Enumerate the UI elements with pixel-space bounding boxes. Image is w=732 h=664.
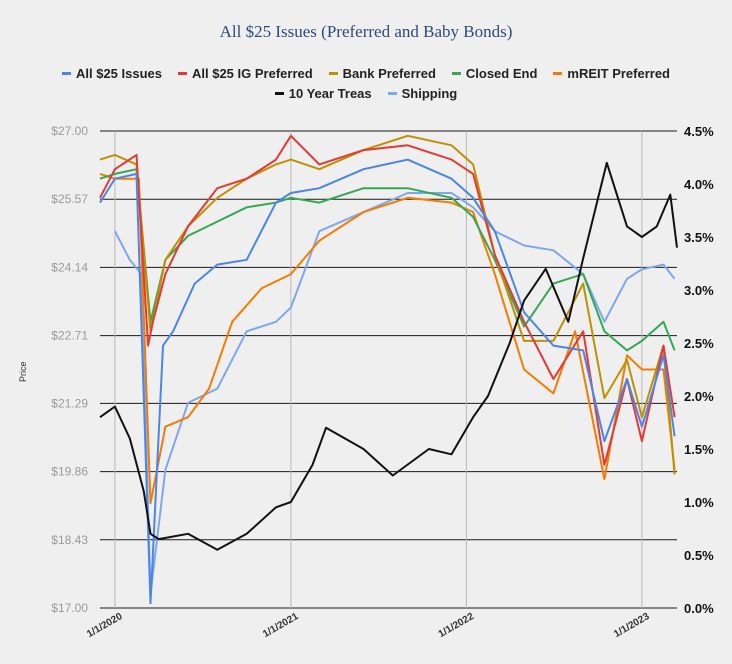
legend-swatch bbox=[274, 92, 284, 95]
legend-item: All $25 Issues bbox=[62, 66, 162, 81]
left-tick-label: $18.43 bbox=[51, 533, 88, 547]
right-tick-label: 2.0% bbox=[684, 389, 714, 404]
legend-swatch bbox=[328, 72, 338, 75]
right-tick-label: 1.0% bbox=[684, 495, 714, 510]
right-axis-ticks: 0.0% 0.5% 1.0% 1.5% 2.0% 2.5% 3.0% 3.5% 4.0% 4.5% bbox=[684, 124, 714, 616]
left-tick-label: $25.57 bbox=[51, 192, 88, 206]
series-line-shipping bbox=[114, 192, 676, 595]
right-tick-label: 1.5% bbox=[684, 442, 714, 457]
legend-label: Closed End bbox=[465, 66, 538, 81]
right-tick-label: 0.0% bbox=[684, 601, 714, 616]
right-tick-label: 2.5% bbox=[684, 336, 714, 351]
series-line-mreit-preferred bbox=[99, 172, 676, 505]
legend-swatch bbox=[387, 92, 397, 95]
right-tick-label: 4.0% bbox=[684, 177, 714, 192]
legend-item: Shipping bbox=[387, 86, 458, 101]
legend-swatch bbox=[178, 72, 187, 75]
x-axis-ticks: 1/1/2020 1/1/2021 1/1/2022 1/1/2023 bbox=[85, 611, 652, 640]
legend-label: All $25 Issues bbox=[76, 66, 162, 81]
left-tick-label: $22.71 bbox=[51, 329, 88, 343]
legend-row-1: All $25 Issues All $25 IG Preferred Bank P… bbox=[0, 66, 732, 81]
legend-item: mREIT Preferred bbox=[553, 66, 670, 81]
legend-swatch bbox=[451, 72, 461, 75]
left-tick-label: $19.86 bbox=[51, 465, 88, 479]
series-line-all-25-issues bbox=[99, 158, 676, 605]
legend-label: All $25 IG Preferred bbox=[192, 66, 313, 81]
left-tick-label: $17.00 bbox=[51, 601, 88, 615]
x-tick-label: 1/1/2020 bbox=[85, 611, 125, 640]
x-tick-label: 1/1/2023 bbox=[612, 611, 652, 640]
legend-item: 10 Year Treas bbox=[274, 86, 372, 101]
left-axis-ticks: $17.00 $18.43 $19.86 $21.29 $22.71 $24.14 $25.… bbox=[51, 124, 88, 615]
grid bbox=[100, 130, 677, 609]
right-tick-label: 3.0% bbox=[684, 283, 714, 298]
legend-item: Closed End bbox=[451, 66, 538, 81]
series-line-bank-preferred bbox=[99, 134, 676, 475]
legend-row-2: 10 Year Treas Shipping bbox=[0, 86, 732, 101]
legend-swatch bbox=[62, 72, 71, 75]
left-tick-label: $24.14 bbox=[51, 260, 88, 274]
left-tick-label: $27.00 bbox=[51, 124, 88, 138]
legend-item: All $25 IG Preferred bbox=[178, 66, 313, 81]
series-line-10-year-treas bbox=[99, 161, 678, 551]
legend-label: mREIT Preferred bbox=[567, 66, 670, 81]
series-layer bbox=[99, 134, 678, 605]
chart-title: All $25 Issues (Preferred and Baby Bonds… bbox=[219, 22, 513, 41]
series-line-all-25-ig-preferred bbox=[99, 134, 676, 466]
legend-label: Bank Preferred bbox=[342, 66, 436, 81]
x-tick-label: 1/1/2022 bbox=[437, 611, 477, 640]
legend-label: Shipping bbox=[401, 86, 458, 101]
right-tick-label: 0.5% bbox=[684, 548, 714, 563]
legend-label: 10 Year Treas bbox=[288, 86, 372, 101]
series-line-closed-end bbox=[99, 168, 676, 352]
right-tick-label: 4.5% bbox=[684, 124, 714, 139]
x-tick-label: 1/1/2021 bbox=[261, 611, 301, 640]
right-tick-label: 3.5% bbox=[684, 230, 714, 245]
legend-swatch bbox=[553, 72, 563, 75]
legend-item: Bank Preferred bbox=[328, 66, 436, 81]
left-tick-label: $21.29 bbox=[51, 396, 88, 410]
